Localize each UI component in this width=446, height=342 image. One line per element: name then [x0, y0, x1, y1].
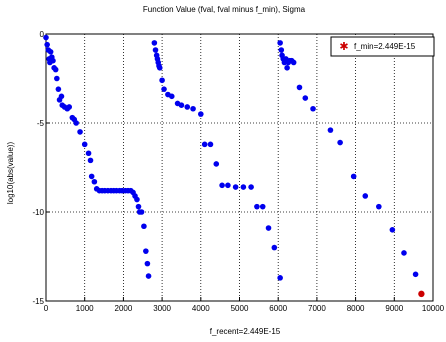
data-point	[362, 193, 369, 199]
x-tick-label: 3000	[153, 304, 171, 313]
data-point	[178, 102, 185, 108]
axis-ticks: 0 1000 2000 3000 4000 5000 6000 7000 8000 9000 100…	[32, 30, 444, 313]
data-point	[91, 178, 98, 185]
data-point	[213, 161, 220, 167]
x-tick-label: 8000	[347, 304, 365, 313]
data-point	[81, 141, 88, 148]
data-point	[87, 157, 94, 164]
data-point	[168, 93, 175, 100]
data-point	[232, 184, 239, 190]
data-point	[271, 244, 278, 251]
y-tick-label: -10	[32, 208, 44, 217]
data-point	[44, 41, 50, 48]
y-tick-label: 0	[40, 30, 45, 39]
data-point	[145, 273, 152, 279]
data-point	[225, 182, 231, 189]
data-point	[144, 260, 151, 267]
data-point	[134, 196, 140, 203]
data-point	[296, 84, 303, 91]
data-point	[198, 111, 204, 117]
data-point	[248, 184, 254, 190]
data-point	[77, 129, 83, 135]
data-point	[277, 40, 283, 46]
fmin-point	[418, 290, 425, 298]
data-point	[337, 139, 343, 146]
data-point	[284, 65, 290, 71]
data-point	[190, 105, 196, 112]
data-point	[265, 225, 272, 231]
data-point	[152, 47, 159, 53]
data-point	[350, 173, 357, 180]
data-point	[58, 93, 65, 100]
data-point	[161, 86, 167, 92]
legend-box	[330, 36, 435, 57]
data-point	[201, 141, 208, 148]
x-tick-label: 7000	[308, 304, 326, 313]
data-point	[151, 40, 158, 46]
x-tick-label: 4000	[192, 304, 210, 313]
data-point	[412, 271, 419, 278]
data-point	[138, 209, 145, 215]
data-point	[207, 141, 214, 148]
x-tick-label: 10000	[422, 304, 445, 313]
data-point	[135, 203, 142, 210]
data-point	[327, 127, 334, 133]
data-point	[47, 49, 54, 55]
chart-title: Function Value (fval, fval minus f_min),…	[143, 5, 306, 14]
data-point	[156, 65, 163, 71]
data-point	[88, 173, 95, 180]
data-point	[66, 104, 73, 110]
data-point	[50, 57, 56, 64]
data-point	[55, 86, 62, 92]
data-point	[141, 223, 147, 230]
data-point	[240, 184, 247, 190]
x-tick-label: 9000	[385, 304, 403, 313]
data-point	[73, 120, 79, 126]
y-axis-label: log10(abs(value))	[6, 142, 15, 205]
data-point	[376, 203, 382, 210]
data-point	[278, 47, 285, 53]
data-point	[159, 77, 165, 84]
data-point	[389, 227, 396, 233]
y-tick-label: -15	[32, 297, 44, 306]
x-tick-label: 0	[44, 304, 49, 313]
data-point	[254, 203, 260, 210]
x-tick-label: 2000	[115, 304, 133, 313]
data-point	[54, 75, 60, 82]
legend-entry-fmin: f_min=2.449E-15	[354, 42, 416, 51]
data-point	[143, 248, 149, 254]
data-point	[259, 203, 266, 210]
data-point	[290, 59, 297, 66]
x-tick-label: 5000	[231, 304, 249, 313]
x-axis-label: f_recent=2.449E-15	[210, 327, 281, 336]
data-point	[184, 104, 191, 110]
legend: ✱ f_min=2.449E-15	[330, 36, 435, 57]
data-point	[43, 34, 49, 41]
legend-star-icon: ✱	[339, 41, 348, 53]
x-tick-label: 6000	[269, 304, 287, 313]
plot-area	[45, 33, 434, 302]
data-point	[277, 275, 283, 281]
data-point	[302, 95, 309, 101]
data-point	[401, 250, 407, 256]
data-points	[43, 34, 425, 298]
data-point	[219, 182, 225, 189]
data-point	[85, 150, 92, 157]
y-tick-label: -5	[37, 119, 45, 128]
x-tick-label: 1000	[76, 304, 94, 313]
data-point	[52, 66, 59, 73]
data-point	[310, 105, 316, 112]
grid-lines	[46, 34, 433, 301]
